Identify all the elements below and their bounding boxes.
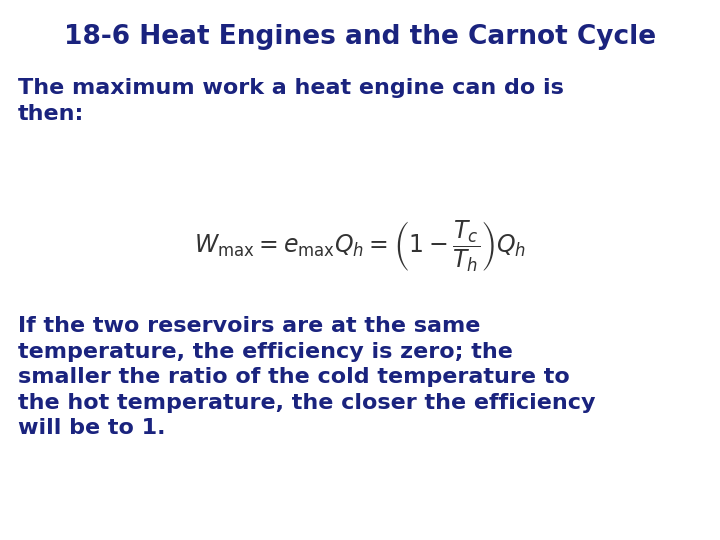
Text: If the two reservoirs are at the same
temperature, the efficiency is zero; the
s: If the two reservoirs are at the same te… <box>18 316 595 438</box>
Text: The maximum work a heat engine can do is
then:: The maximum work a heat engine can do is… <box>18 78 564 124</box>
Text: $W_{\mathrm{max}} = e_{\mathrm{max}}Q_h = \left(1 - \dfrac{T_c}{T_h}\right)Q_h$: $W_{\mathrm{max}} = e_{\mathrm{max}}Q_h … <box>194 219 526 274</box>
Text: 18-6 Heat Engines and the Carnot Cycle: 18-6 Heat Engines and the Carnot Cycle <box>64 24 656 50</box>
